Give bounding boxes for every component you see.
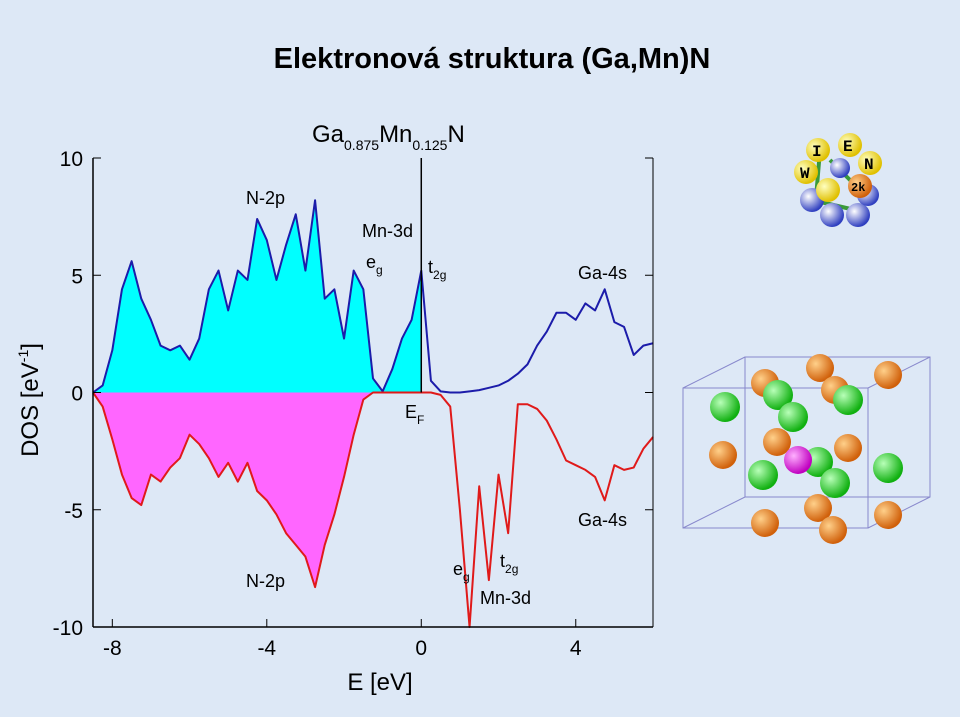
annotation-text: Mn-3d (480, 588, 531, 608)
plot-area (92, 199, 654, 628)
annotation: Ga-4s (578, 263, 627, 283)
x-tick-label: -4 (257, 637, 276, 660)
annotation-text: E (405, 402, 417, 422)
annotation-text: e (366, 252, 376, 272)
annotation-text: Mn-3d (362, 221, 413, 241)
y-tick-label: 0 (71, 383, 83, 406)
chart-subtitle: Ga0.875Mn0.125N (312, 121, 465, 153)
annotation-sub: F (417, 413, 424, 427)
x-tick-label: 0 (415, 637, 427, 660)
annotation-sub: g (463, 570, 470, 584)
annotation-sub: g (376, 263, 383, 277)
annotation-text: Ga-4s (578, 510, 627, 530)
svg-text:N: N (864, 156, 874, 174)
annotation: Mn-3d (362, 221, 413, 241)
dos-line (92, 391, 654, 628)
y-axis-label: DOS [eV-1] (15, 343, 44, 457)
annotation: N-2p (246, 188, 285, 208)
annotation-sub: 2g (433, 268, 446, 282)
logo: I E W N 2k (794, 133, 882, 227)
dos-line (92, 199, 654, 394)
x-tick-label: 4 (570, 637, 582, 660)
crystal-structure (682, 354, 931, 544)
slide-title: Elektronová struktura (Ga,Mn)N (274, 43, 711, 75)
svg-text:W: W (800, 165, 810, 183)
annotation-text: t (428, 257, 433, 277)
annotation: Mn-3d (480, 588, 531, 608)
annotation-sub: 2g (505, 562, 518, 576)
annotation-text: N-2p (246, 571, 285, 591)
svg-text:E: E (843, 138, 853, 156)
annotation-text: N-2p (246, 188, 285, 208)
annotation-text: Ga-4s (578, 263, 627, 283)
y-tick-label: 10 (60, 148, 83, 171)
x-tick-label: -8 (103, 637, 122, 660)
dos-area (93, 200, 422, 393)
annotation-text: e (453, 559, 463, 579)
x-axis-label: E [eV] (347, 669, 412, 696)
annotation-text: t (500, 551, 505, 571)
svg-text:2k: 2k (851, 181, 865, 195)
annotation: Ga-4s (578, 510, 627, 530)
y-tick-label: -5 (64, 500, 83, 523)
y-tick-label: -10 (53, 617, 83, 640)
svg-text:I: I (812, 143, 822, 161)
annotation: t2g (428, 257, 446, 282)
annotation: eg (453, 559, 470, 584)
annotation: EF (405, 402, 424, 427)
y-tick-label: 5 (71, 265, 83, 288)
annotation: eg (366, 252, 383, 277)
annotation: N-2p (246, 571, 285, 591)
annotation: t2g (500, 551, 518, 576)
